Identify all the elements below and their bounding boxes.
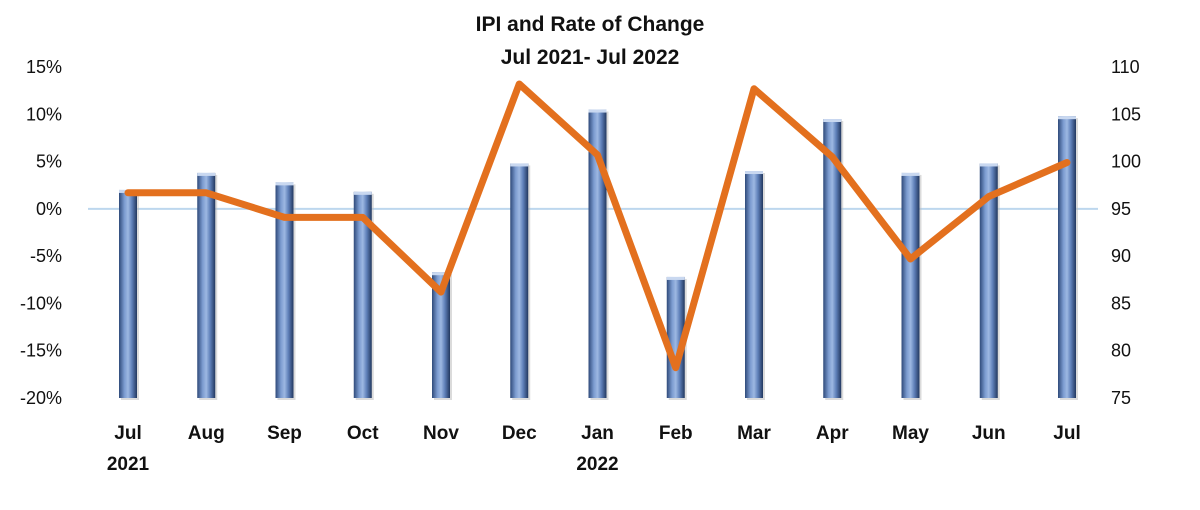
- category-label: Jul: [1053, 423, 1080, 444]
- right-axis: 110 105 100 95 90 85 80 75: [1111, 57, 1141, 408]
- left-axis: 15% 10% 5% 0% -5% -10% -15% -20%: [20, 57, 62, 408]
- rate-of-change-line: [124, 80, 1071, 372]
- bar-cap: [275, 182, 294, 186]
- bar: [510, 163, 529, 398]
- bar: [432, 272, 450, 398]
- right-tick-label: 85: [1111, 293, 1131, 313]
- bar: [1058, 116, 1076, 399]
- left-tick-label: -20%: [20, 388, 62, 408]
- category-label: Jan: [581, 423, 614, 444]
- bar: [197, 172, 216, 398]
- left-tick-label: -10%: [20, 293, 62, 313]
- bar: [119, 189, 137, 398]
- bar-cap: [901, 172, 920, 176]
- right-tick-label: 80: [1111, 341, 1131, 361]
- bar-cap: [510, 163, 529, 167]
- bar-cap: [197, 172, 216, 176]
- bar-cap: [823, 119, 842, 123]
- chart-title: IPI and Rate of Change: [476, 13, 705, 36]
- right-tick-label: 95: [1111, 199, 1131, 219]
- left-tick-label: 5%: [36, 152, 62, 172]
- bar: [745, 171, 763, 398]
- bar-cap: [353, 191, 372, 195]
- category-label: Jul: [114, 423, 141, 444]
- year-label: 2021: [107, 454, 150, 475]
- bar-cap: [1058, 116, 1076, 120]
- left-tick-label: -15%: [20, 341, 62, 361]
- category-label: Mar: [737, 423, 771, 444]
- bar-series: [119, 109, 1078, 401]
- left-tick-label: 15%: [26, 57, 62, 77]
- category-label: Sep: [267, 423, 302, 444]
- category-label: Nov: [423, 423, 459, 444]
- left-tick-label: 0%: [36, 199, 62, 219]
- bar-cap: [745, 171, 763, 175]
- bar: [275, 182, 294, 398]
- category-label: Oct: [347, 423, 379, 444]
- right-tick-label: 110: [1111, 57, 1140, 77]
- bar: [823, 119, 842, 398]
- right-tick-label: 105: [1111, 104, 1141, 124]
- line-series: [124, 80, 1071, 372]
- left-tick-label: 10%: [26, 104, 62, 124]
- bar-cap: [979, 163, 998, 167]
- bar-cap: [432, 272, 450, 276]
- bar: [588, 109, 607, 399]
- left-tick-label: -5%: [30, 246, 62, 266]
- category-label: May: [892, 423, 929, 444]
- year-label: 2022: [576, 454, 618, 475]
- bar-cap: [588, 109, 607, 113]
- category-label: Jun: [972, 423, 1006, 444]
- category-label: Feb: [659, 423, 693, 444]
- category-label: Dec: [502, 423, 537, 444]
- right-tick-label: 75: [1111, 388, 1131, 408]
- bar: [353, 191, 372, 398]
- x-axis: Jul Aug Sep Oct Nov Dec Jan Feb Mar Apr May Jun Jul 2…: [107, 423, 1081, 475]
- right-tick-label: 100: [1111, 152, 1141, 172]
- category-label: Aug: [188, 423, 225, 444]
- bar-cap: [666, 276, 685, 280]
- bar: [901, 172, 920, 398]
- bar: [979, 163, 998, 398]
- bar: [666, 276, 685, 398]
- chart-subtitle: Jul 2021- Jul 2022: [501, 46, 680, 69]
- right-tick-label: 90: [1111, 246, 1131, 266]
- category-label: Apr: [816, 423, 849, 444]
